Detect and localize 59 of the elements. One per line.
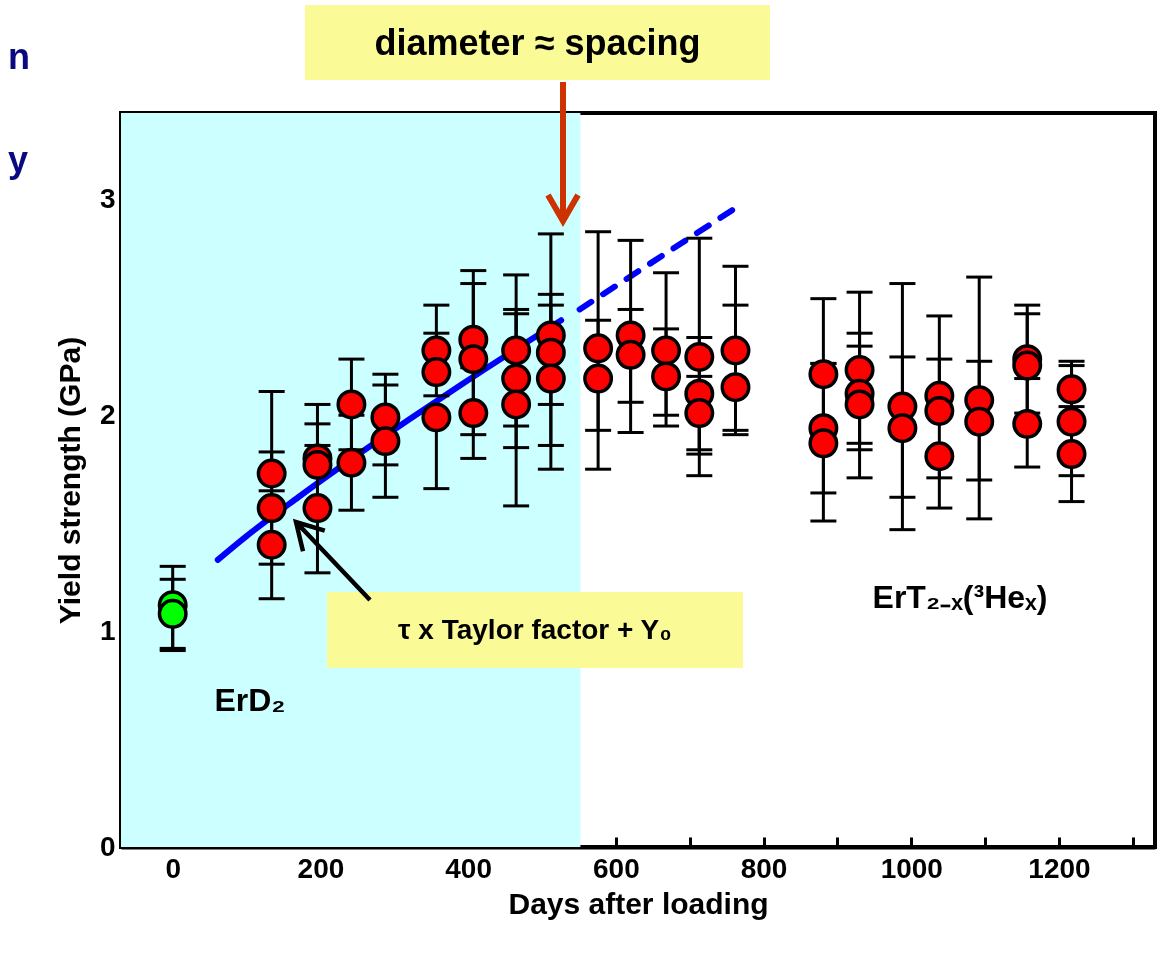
text: n [8,36,30,77]
point [458,344,489,375]
y-tick-label: 3 [99,182,116,214]
point [887,413,918,444]
point [808,428,839,459]
annotation: ErT₂₋ₓ(³Heₓ) [872,579,1048,615]
point [1056,374,1087,405]
annotation: ErD₂ [214,682,286,718]
point [1056,439,1087,470]
point [370,426,401,457]
point [720,372,751,403]
point [924,395,955,426]
point [535,363,566,394]
point [157,598,188,629]
point [844,354,875,385]
point [1012,350,1043,381]
text: y [8,139,29,180]
y-tick-label: 1 [99,614,116,646]
point [256,493,287,524]
point [808,359,839,390]
point [651,361,682,392]
point [256,458,287,489]
y-axis-title: Yield strength (GPa) [52,336,86,625]
x-tick-label: 0 [165,852,181,884]
point [501,363,532,394]
point [336,389,367,420]
point [1012,408,1043,439]
point [336,447,367,478]
point [583,333,614,364]
x-tick-label: 400 [445,852,492,884]
point [302,493,333,524]
x-axis-title: Days after loading [508,886,769,920]
point [535,337,566,368]
y-tick-label: 0 [99,830,116,862]
x-tick-label: 600 [592,852,640,884]
point [421,357,452,388]
point [924,441,955,472]
point [501,389,532,420]
point [421,402,452,433]
point [720,335,751,366]
point [458,398,489,429]
text: diameter ≈ spacing [374,21,701,63]
point [501,335,532,366]
point [1056,406,1087,437]
x-tick-label: 1000 [880,852,943,884]
point [583,363,614,394]
point [684,398,715,429]
y-tick-label: 2 [99,398,116,430]
point [615,339,646,370]
x-tick-label: 1200 [1028,852,1091,884]
point [302,449,333,480]
x-tick-label: 800 [740,852,788,884]
annotation: τ x Taylor factor + Y₀ [398,614,672,645]
point [256,529,287,560]
point [844,389,875,420]
point [964,406,995,437]
x-tick-label: 200 [297,852,345,884]
point [684,341,715,372]
point [651,335,682,366]
